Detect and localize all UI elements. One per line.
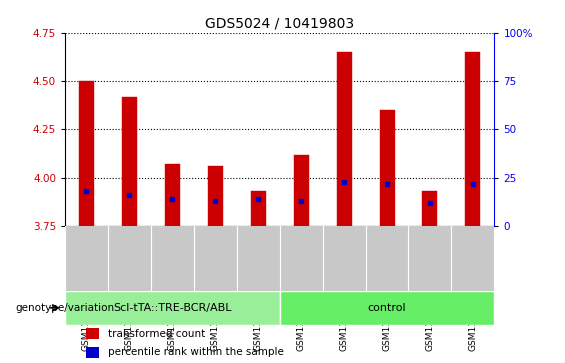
Bar — [165, 164, 180, 226]
Bar — [466, 52, 480, 226]
Text: percentile rank within the sample: percentile rank within the sample — [108, 347, 284, 358]
Bar — [280, 291, 494, 325]
Bar — [79, 81, 94, 226]
Bar — [423, 191, 437, 226]
Title: GDS5024 / 10419803: GDS5024 / 10419803 — [205, 16, 354, 30]
Bar — [86, 329, 99, 339]
Bar — [337, 52, 351, 226]
Text: control: control — [368, 303, 406, 313]
Bar — [380, 110, 394, 226]
Bar — [65, 291, 280, 325]
Bar — [122, 97, 137, 226]
Bar — [86, 347, 99, 358]
Bar — [208, 166, 223, 226]
Text: Scl-tTA::TRE-BCR/ABL: Scl-tTA::TRE-BCR/ABL — [113, 303, 232, 313]
Text: transformed count: transformed count — [108, 329, 205, 339]
Bar — [251, 191, 266, 226]
Text: genotype/variation: genotype/variation — [16, 303, 115, 313]
Bar — [294, 155, 308, 226]
